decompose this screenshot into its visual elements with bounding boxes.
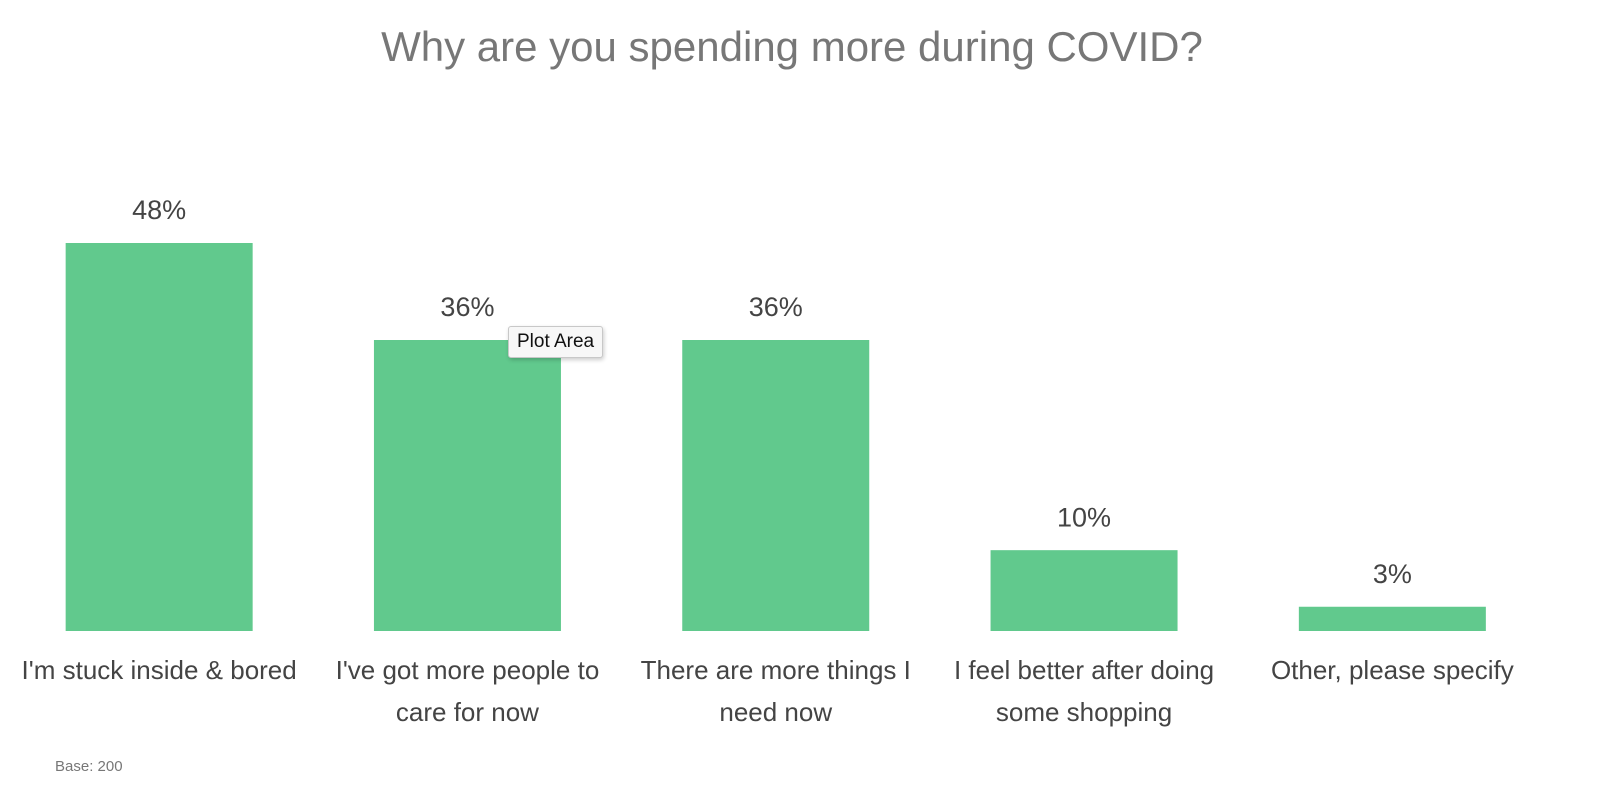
chart-title: Why are you spending more during COVID? xyxy=(381,23,1203,70)
x-tick-label: Other, please specify xyxy=(1270,655,1514,685)
value-label: 48% xyxy=(132,195,186,225)
value-label: 36% xyxy=(440,292,494,322)
value-label: 36% xyxy=(749,292,803,322)
bar xyxy=(65,243,253,631)
x-tick-label: There are more things I need now xyxy=(640,655,911,727)
value-label: 3% xyxy=(1373,559,1412,589)
base-note: Base: 200 xyxy=(55,758,123,775)
tooltip: Plot Area xyxy=(508,326,604,358)
bar xyxy=(373,340,561,631)
x-tick-label: I've got more people to care for now xyxy=(335,655,600,727)
x-tick-label: I'm stuck inside & bored xyxy=(21,655,297,685)
x-tick-label: I feel better after doing some shopping xyxy=(953,655,1215,727)
bar xyxy=(1298,606,1486,631)
bar xyxy=(682,340,870,631)
bar xyxy=(990,550,1178,631)
value-label: 10% xyxy=(1057,502,1111,532)
